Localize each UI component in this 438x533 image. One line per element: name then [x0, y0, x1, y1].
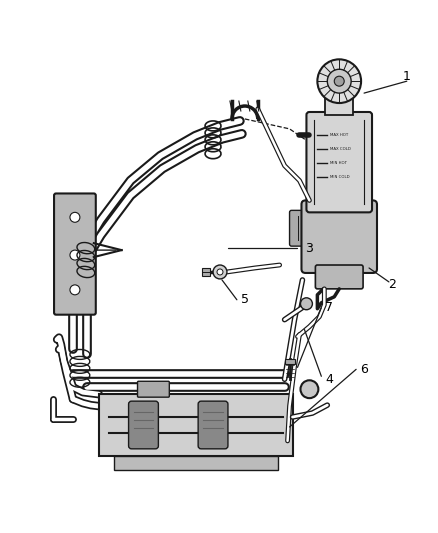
Circle shape — [70, 212, 80, 222]
FancyBboxPatch shape — [307, 112, 372, 212]
Text: 3: 3 — [305, 241, 313, 255]
Circle shape — [318, 59, 361, 103]
Circle shape — [300, 298, 312, 310]
Circle shape — [300, 380, 318, 398]
Text: 7: 7 — [325, 301, 333, 314]
FancyBboxPatch shape — [54, 193, 96, 314]
FancyBboxPatch shape — [138, 381, 170, 397]
Text: MAX HOT: MAX HOT — [330, 133, 349, 137]
Text: 1: 1 — [403, 70, 411, 83]
Text: MAX COLD: MAX COLD — [330, 147, 351, 151]
Text: 6: 6 — [360, 363, 368, 376]
Circle shape — [327, 69, 351, 93]
Circle shape — [334, 76, 344, 86]
FancyBboxPatch shape — [202, 268, 210, 276]
Circle shape — [217, 269, 223, 275]
Bar — [325, 97, 353, 115]
FancyBboxPatch shape — [290, 211, 307, 246]
Text: 2: 2 — [388, 278, 396, 292]
Circle shape — [213, 265, 227, 279]
Text: 5: 5 — [241, 293, 249, 306]
FancyBboxPatch shape — [301, 200, 377, 273]
Text: MIN HOT: MIN HOT — [330, 160, 347, 165]
Text: MIN COLD: MIN COLD — [330, 175, 350, 179]
Circle shape — [70, 285, 80, 295]
Circle shape — [70, 250, 80, 260]
FancyBboxPatch shape — [198, 401, 228, 449]
FancyBboxPatch shape — [99, 394, 293, 456]
Bar — [114, 456, 278, 470]
Text: 4: 4 — [325, 373, 333, 386]
Bar — [285, 359, 294, 365]
FancyBboxPatch shape — [129, 401, 159, 449]
FancyBboxPatch shape — [315, 265, 363, 289]
